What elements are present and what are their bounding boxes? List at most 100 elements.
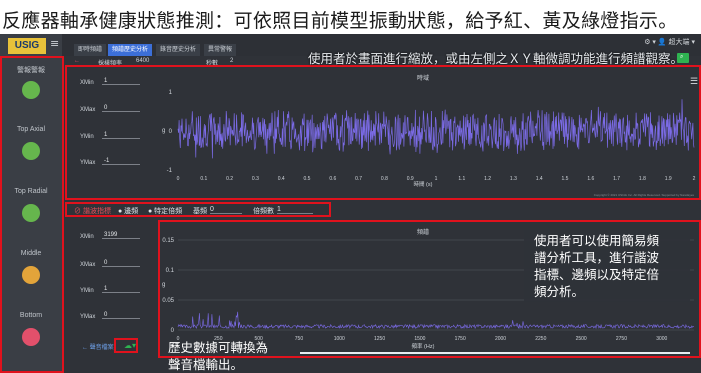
time-x-tick-label: 1.2 xyxy=(484,176,491,182)
freq-chart-title: 頻譜 xyxy=(417,228,429,236)
freq-y-axis-label: g xyxy=(162,282,165,288)
sample-rate-value: 6400 xyxy=(136,58,150,64)
time-ymin-label: YMin xyxy=(80,134,94,140)
export-annotation-line-1: 歷史數據可轉換為 xyxy=(168,340,269,355)
time-ymax-input[interactable]: -1 xyxy=(102,158,140,165)
time-y-tick-label: 0 xyxy=(169,129,173,135)
freq-x-tick-label: 1750 xyxy=(455,336,466,342)
freq-ymin-label: YMin xyxy=(80,288,94,294)
frequency-domain-chart[interactable]: 頻譜 g 0.15 0.1 0.05 0 0 250 500 750 1000 1250 1500… xyxy=(158,224,701,356)
freq-chart-highlight xyxy=(158,220,701,358)
freq-x-tick-label: 2250 xyxy=(535,336,546,342)
time-x-tick-label: 0.4 xyxy=(278,176,285,182)
menu-icon[interactable]: ≡ xyxy=(50,37,60,50)
specific-multiple-radio[interactable]: ● 特定倍頻 xyxy=(148,208,183,215)
freq-xmin-input[interactable]: 3199 xyxy=(102,232,140,239)
search-icon: ⌕ xyxy=(680,54,684,60)
time-x-tick-label: 0 xyxy=(177,176,180,182)
multiple-count-label: 倍頻數 xyxy=(253,208,274,215)
freq-x-tick-label: 500 xyxy=(254,336,263,342)
time-x-tick-label: 1.1 xyxy=(458,176,465,182)
status-lamp-yellow[interactable] xyxy=(22,266,40,284)
time-x-tick-label: 1.5 xyxy=(562,176,569,182)
freq-x-tick-label: 0 xyxy=(177,336,180,342)
status-lamp-red[interactable] xyxy=(22,328,40,346)
time-x-tick-label: 1.4 xyxy=(536,176,543,182)
time-x-tick-label: 1 xyxy=(435,176,438,182)
tab-alarm[interactable]: 異常警報 xyxy=(204,44,237,56)
time-x-tick-label: 0.7 xyxy=(355,176,362,182)
topbar: 即時頻譜 頻譜歷史分析 錄音歷史分析 異常警報 ⚙ ▾ 👤 超大端 ▾ xyxy=(62,34,701,56)
freq-xmax-input[interactable]: 0 xyxy=(102,260,140,267)
chart-menu-icon[interactable]: ☰ xyxy=(690,76,699,86)
freq-xmax-label: XMax xyxy=(80,262,96,268)
download-cloud-icon[interactable]: ☁▾ xyxy=(124,341,137,350)
time-x-tick-label: 0.5 xyxy=(304,176,311,182)
copyright-text: Copyright © 2021 USInfo Inc. All Rights … xyxy=(594,193,695,197)
base-freq-input[interactable]: 0 xyxy=(210,206,242,214)
status-lamp-green[interactable] xyxy=(22,142,40,160)
time-x-tick-label: 1.6 xyxy=(587,176,594,182)
freq-y-tick-label: 0.1 xyxy=(166,268,175,274)
seconds-value[interactable]: 2 xyxy=(230,58,234,64)
tab-realtime[interactable]: 即時頻譜 xyxy=(74,44,107,56)
multiple-count-input[interactable]: 1 xyxy=(277,206,313,214)
sidebar: USIG ≡ 警報警報 Top Axial Top Radial Middle … xyxy=(0,34,62,373)
sidebar-highlight xyxy=(0,56,64,373)
freq-ymax-input[interactable]: 0 xyxy=(102,312,140,319)
time-xmax-label: XMax xyxy=(80,107,96,113)
time-y-tick-label: -1 xyxy=(167,168,173,174)
freq-y-tick-label: 0.05 xyxy=(162,298,174,304)
spectrum-annotation-line-4: 頻分析。 xyxy=(534,284,585,299)
time-ymin-input[interactable]: 1 xyxy=(102,132,140,139)
main-panel: ← 採樣頻率 6400 秒數 2 ⌕ XMin 1 XMax 0 YMin 1 … xyxy=(62,53,701,373)
spectrum-annotation-line-2: 譜分析工具，進行諧波 xyxy=(534,250,660,265)
usig-logo: USIG xyxy=(8,38,46,54)
freq-x-tick-label: 2000 xyxy=(495,336,506,342)
sidebar-label-0: 警報警報 xyxy=(17,67,45,74)
time-xmax-input[interactable]: 0 xyxy=(102,105,140,112)
spectrum-annotation-line-1: 使用者可以使用簡易頻 xyxy=(534,233,660,248)
base-freq-label: 基頻 xyxy=(193,208,207,215)
time-x-axis-label: 時間 (s) xyxy=(414,180,433,188)
time-x-tick-label: 0.3 xyxy=(252,176,259,182)
seconds-label: 秒數 xyxy=(206,61,219,67)
freq-ymin-input[interactable]: 1 xyxy=(102,286,140,293)
user-menu[interactable]: ⚙ ▾ 👤 超大端 ▾ xyxy=(644,39,695,46)
time-x-tick-label: 0.2 xyxy=(226,176,233,182)
export-annotation-line-2: 聲音檔輸出。 xyxy=(168,357,244,372)
app-screenshot: USIG ≡ 警報警報 Top Axial Top Radial Middle … xyxy=(0,34,701,373)
freq-x-tick-label: 1500 xyxy=(414,336,425,342)
audio-file-link[interactable]: ← 聲音檔案 xyxy=(82,345,114,351)
time-x-tick-label: 1.9 xyxy=(665,176,672,182)
search-button[interactable] xyxy=(677,53,689,63)
export-highlight xyxy=(114,338,138,353)
time-domain-chart[interactable]: 時域 g 1 0 -1 0 0.1 0.2 0.3 0.4 0.5 0.6 0.7 0.8 0.9 1 1… xyxy=(158,70,701,200)
time-chart-title: 時域 xyxy=(417,74,429,82)
time-x-tick-label: 2 xyxy=(693,176,696,182)
tools-row-highlight xyxy=(65,202,331,217)
time-panel-highlight xyxy=(65,65,701,200)
freq-x-axis-label: 頻率 (Hz) xyxy=(412,342,435,350)
status-lamp-green[interactable] xyxy=(22,81,40,99)
time-y-tick-label: 1 xyxy=(169,90,173,96)
tab-spectrum-history[interactable]: 頻譜歷史分析 xyxy=(108,44,153,56)
freq-x-tick-label: 1250 xyxy=(374,336,385,342)
back-arrow-icon[interactable]: ← xyxy=(74,58,80,64)
sideband-radio[interactable]: ● 邊頻 xyxy=(118,208,139,215)
time-ymax-label: YMax xyxy=(80,160,96,166)
time-x-tick-label: 0.6 xyxy=(329,176,336,182)
status-lamp-green[interactable] xyxy=(22,204,40,222)
spectrum-annotation-bg xyxy=(524,230,690,302)
freq-spectrum-series xyxy=(177,311,695,330)
tab-audio-history[interactable]: 錄音歷史分析 xyxy=(156,44,201,56)
sidebar-label-3: Middle xyxy=(20,250,42,257)
banner-title: 反應器軸承健康狀態推測：可依照目前模型振動狀態，給予紅、黃及綠燈指示。 xyxy=(2,10,678,32)
time-signal-series xyxy=(177,99,695,159)
freq-x-tick-label: 3000 xyxy=(656,336,667,342)
time-x-tick-label: 0.1 xyxy=(200,176,207,182)
freq-y-tick-label: 0.15 xyxy=(162,238,174,244)
harmonic-index-radio[interactable]: ⊘ 諧波指標 xyxy=(74,208,111,215)
time-xmin-input[interactable]: 1 xyxy=(102,78,140,85)
